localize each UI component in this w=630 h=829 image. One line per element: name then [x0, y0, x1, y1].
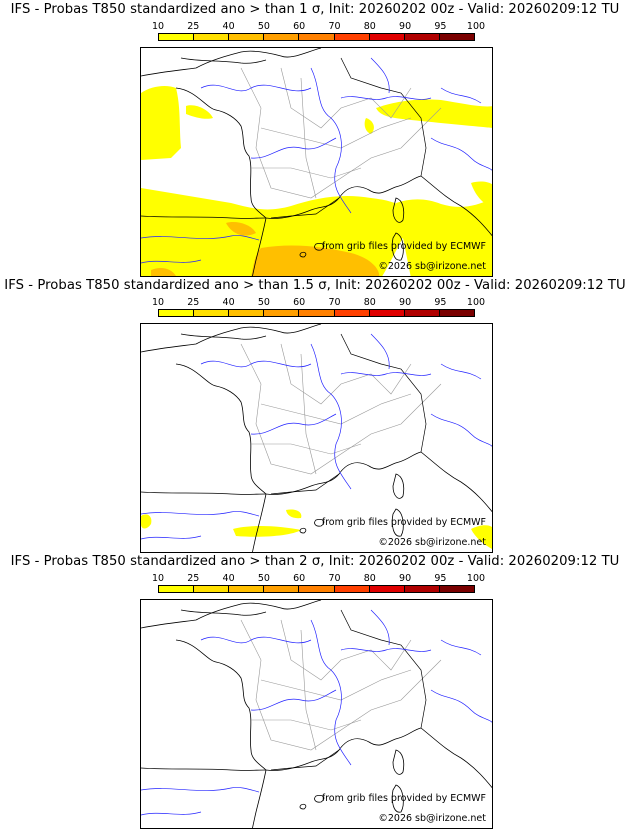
- map-panel-1: IFS - Probas T850 standardized ano > tha…: [0, 0, 630, 277]
- colorbar-tick: 10: [151, 297, 165, 308]
- credit-copyright: ©2026 sb@irizone.net: [378, 261, 486, 272]
- colorbar-tick: 95: [434, 573, 447, 584]
- credit-source: from grib files provided by ECMWF: [321, 241, 486, 252]
- colorbar-segment: [404, 34, 440, 40]
- probability-area: [141, 509, 492, 549]
- colorbar-tick: 60: [293, 297, 306, 308]
- colorbar-segment: [159, 310, 195, 316]
- colorbar: [158, 585, 475, 593]
- colorbar-segment: [229, 34, 265, 40]
- colorbar-tick: 50: [257, 573, 270, 584]
- colorbar-segment: [229, 310, 265, 316]
- colorbar-segment: [404, 310, 440, 316]
- panel-title: IFS - Probas T850 standardized ano > tha…: [10, 554, 620, 569]
- colorbar-tick: 90: [399, 573, 412, 584]
- colorbar-ticks: 10 25 40 50 60 70 80 90 95 100: [152, 297, 485, 308]
- colorbar-segment: [334, 586, 370, 592]
- colorbar: [158, 309, 475, 317]
- map-panel-3: IFS - Probas T850 standardized ano > tha…: [0, 552, 630, 829]
- colorbar-segment: [159, 586, 195, 592]
- panel-title: IFS - Probas T850 standardized ano > tha…: [4, 278, 626, 293]
- colorbar-tick: 95: [434, 297, 447, 308]
- colorbar-segment: [439, 310, 474, 316]
- colorbar-tick: 50: [257, 21, 270, 32]
- colorbar-tick: 70: [328, 297, 341, 308]
- colorbar-tick: 40: [222, 21, 235, 32]
- probability-map: from grib files provided by ECMWF ©2026 …: [140, 323, 493, 553]
- colorbar-segment: [299, 310, 335, 316]
- credit-source: from grib files provided by ECMWF: [321, 793, 486, 804]
- colorbar-segment: [334, 310, 370, 316]
- colorbar-tick: 25: [187, 297, 200, 308]
- colorbar-segment: [159, 34, 195, 40]
- colorbar: [158, 33, 475, 41]
- colorbar-segment: [369, 310, 405, 316]
- colorbar-tick: 90: [399, 21, 412, 32]
- colorbar-segment: [439, 586, 474, 592]
- colorbar-tick: 10: [151, 21, 165, 32]
- panel-title: IFS - Probas T850 standardized ano > tha…: [10, 2, 620, 17]
- colorbar-segment: [264, 310, 300, 316]
- colorbar-segment: [264, 586, 300, 592]
- colorbar-tick: 90: [399, 297, 412, 308]
- colorbar-ticks: 10 25 40 50 60 70 80 90 95 100: [152, 573, 485, 584]
- colorbar-segment: [299, 34, 335, 40]
- colorbar-tick: 95: [434, 21, 447, 32]
- probability-map: from grib files provided by ECMWF ©2026 …: [140, 47, 493, 277]
- colorbar-tick: 40: [222, 573, 235, 584]
- colorbar-tick: 70: [328, 573, 341, 584]
- colorbar-tick: 100: [466, 297, 486, 308]
- map-panel-2: IFS - Probas T850 standardized ano > tha…: [0, 276, 630, 553]
- colorbar-tick: 80: [363, 21, 376, 32]
- colorbar-segment: [194, 586, 230, 592]
- colorbar-tick: 50: [257, 297, 270, 308]
- colorbar-tick: 100: [466, 573, 486, 584]
- colorbar-tick: 70: [328, 21, 341, 32]
- colorbar-segment: [369, 34, 405, 40]
- colorbar-segment: [439, 34, 474, 40]
- colorbar-tick: 10: [151, 573, 165, 584]
- colorbar-tick: 80: [363, 573, 376, 584]
- colorbar-segment: [404, 586, 440, 592]
- probability-area: [141, 85, 492, 276]
- probability-map: from grib files provided by ECMWF ©2026 …: [140, 599, 493, 829]
- credit-copyright: ©2026 sb@irizone.net: [378, 537, 486, 548]
- colorbar-segment: [299, 586, 335, 592]
- colorbar-segment: [334, 34, 370, 40]
- credit-source: from grib files provided by ECMWF: [321, 517, 486, 528]
- colorbar-tick: 40: [222, 297, 235, 308]
- colorbar-segment: [229, 586, 265, 592]
- colorbar-tick: 60: [293, 21, 306, 32]
- colorbar-tick: 25: [187, 21, 200, 32]
- colorbar-tick: 80: [363, 297, 376, 308]
- colorbar-tick: 60: [293, 573, 306, 584]
- colorbar-segment: [369, 586, 405, 592]
- colorbar-segment: [264, 34, 300, 40]
- colorbar-segment: [194, 310, 230, 316]
- colorbar-ticks: 10 25 40 50 60 70 80 90 95 100: [152, 21, 485, 32]
- credit-copyright: ©2026 sb@irizone.net: [378, 813, 486, 824]
- colorbar-tick: 100: [466, 21, 486, 32]
- colorbar-segment: [194, 34, 230, 40]
- map-svg: [141, 324, 492, 552]
- colorbar-tick: 25: [187, 573, 200, 584]
- map-svg: [141, 48, 492, 276]
